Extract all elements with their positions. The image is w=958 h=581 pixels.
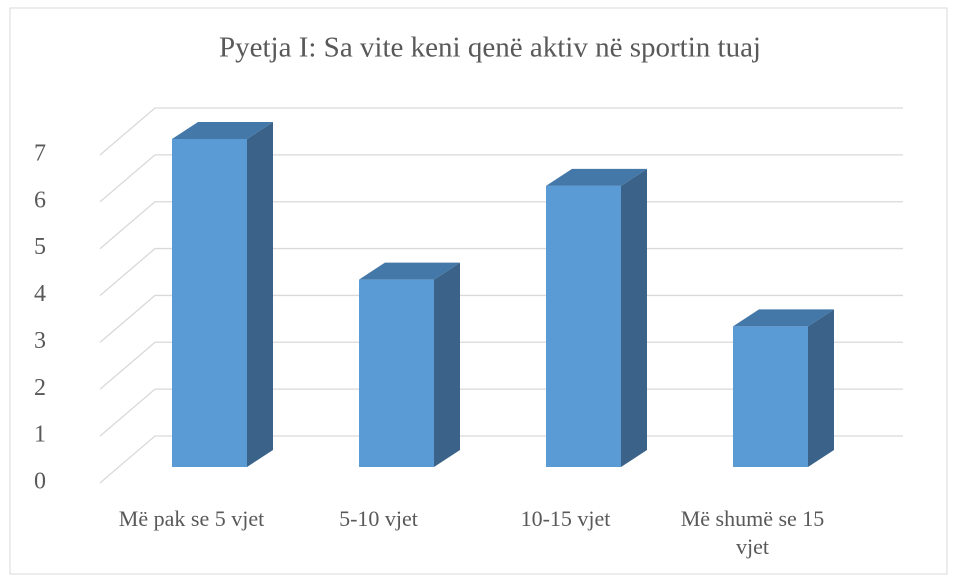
y-tick-label: 0 — [34, 469, 46, 495]
x-tick-label: 5-10 vjet — [339, 506, 418, 531]
bar-top — [733, 309, 834, 327]
grid-line — [99, 294, 903, 343]
bar-top — [172, 122, 273, 139]
y-tick-label: 3 — [34, 328, 46, 354]
y-tick-label: 2 — [34, 375, 46, 401]
bar-front — [172, 139, 247, 467]
bar-front — [359, 279, 434, 467]
y-tick-label: 7 — [34, 141, 46, 167]
x-tick-label: Më shumë se 15 vjet — [680, 506, 825, 559]
grid-line — [99, 435, 903, 484]
y-tick-label: 4 — [34, 281, 46, 307]
y-tick-label: 1 — [34, 422, 46, 448]
bar — [546, 168, 647, 467]
bar-top — [359, 262, 460, 280]
y-tick-label: 5 — [34, 234, 46, 260]
grid-line — [99, 247, 903, 297]
bar-top — [546, 168, 647, 186]
grid-line — [99, 201, 903, 250]
bar-side — [434, 262, 460, 467]
chart-title: Pyetja I: Sa vite keni qenë aktiv në spo… — [219, 32, 761, 64]
bar-side — [621, 168, 647, 467]
x-tick-label: Më pak se 5 vjet — [118, 506, 265, 531]
x-tick-label: 10-15 vjet — [520, 506, 611, 531]
bar-side — [247, 122, 273, 467]
y-tick-label: 6 — [34, 187, 46, 213]
bar — [359, 262, 460, 467]
grid-line — [99, 388, 903, 437]
bar — [733, 309, 834, 467]
bar-front — [733, 326, 808, 467]
bar — [172, 122, 273, 467]
bar-side — [808, 309, 834, 467]
bar-front — [546, 185, 621, 467]
grid-line — [99, 107, 903, 156]
chart-border — [9, 7, 948, 575]
grid-line — [99, 341, 903, 390]
grid-line — [99, 154, 903, 203]
